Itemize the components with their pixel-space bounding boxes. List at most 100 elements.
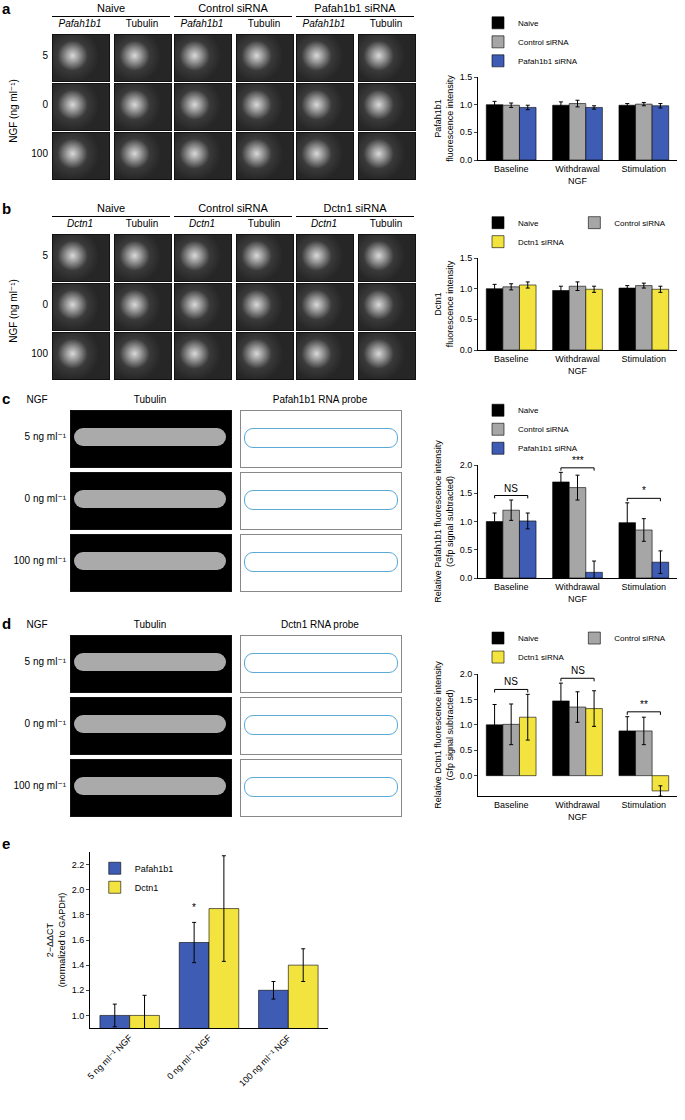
svg-text:Withdrawal: Withdrawal — [555, 800, 600, 810]
svg-text:Control siRNA: Control siRNA — [614, 219, 665, 228]
html-text:100 ng ml⁻¹: 100 ng ml⁻¹ — [13, 555, 66, 566]
html-text:100: 100 — [31, 148, 48, 159]
html-text:Tubulin: Tubulin — [369, 18, 403, 29]
html-text:Dctn1: Dctn1 — [66, 218, 94, 229]
svg-text:NS: NS — [571, 665, 585, 676]
svg-text:Dctn1fluorescence intensity: Dctn1fluorescence intensity — [433, 260, 455, 347]
html-text:Pafah1b1 RNA probe: Pafah1b1 RNA probe — [272, 394, 368, 405]
svg-text:Naive: Naive — [518, 19, 539, 28]
svg-text:Withdrawal: Withdrawal — [555, 354, 600, 364]
svg-text:2.0: 2.0 — [460, 460, 473, 470]
svg-text:1.0: 1.0 — [460, 284, 473, 294]
svg-text:Baseline: Baseline — [494, 800, 529, 810]
svg-text:Dctn1 siRNA: Dctn1 siRNA — [518, 238, 564, 247]
svg-text:1.8: 1.8 — [72, 910, 85, 920]
html-text:NGF: NGF — [26, 619, 48, 630]
html-text:Tubulin: Tubulin — [247, 18, 281, 29]
svg-text:Control siRNA: Control siRNA — [614, 634, 665, 643]
svg-text:1.0: 1.0 — [460, 517, 473, 527]
svg-text:**: ** — [640, 699, 648, 710]
svg-text:Pafah1b1 siRNA: Pafah1b1 siRNA — [518, 57, 578, 66]
html-text:100: 100 — [31, 348, 48, 359]
html-text:Dctn1: Dctn1 — [310, 218, 338, 229]
svg-text:1.2: 1.2 — [72, 985, 85, 995]
html-text:Pafah1b1: Pafah1b1 — [302, 18, 346, 29]
svg-text:Stimulation: Stimulation — [622, 582, 667, 592]
svg-text:5 ng ml⁻¹ NGF: 5 ng ml⁻¹ NGF — [86, 1032, 135, 1081]
svg-text:1.0: 1.0 — [72, 1011, 85, 1021]
svg-text:1.0: 1.0 — [460, 100, 473, 110]
html-text:5 ng ml⁻¹: 5 ng ml⁻¹ — [24, 431, 66, 442]
svg-text:0.5: 0.5 — [460, 545, 473, 555]
html-text:Pafah1b1 siRNA: Pafah1b1 siRNA — [314, 2, 396, 14]
svg-text:Relative Pafah1b1 fluorescence: Relative Pafah1b1 fluorescence intensity… — [433, 440, 455, 603]
html-text:NGF (ng ml⁻¹): NGF (ng ml⁻¹) — [8, 79, 19, 143]
svg-text:NGF: NGF — [568, 594, 588, 604]
svg-text:Control siRNA: Control siRNA — [518, 38, 569, 47]
html-text:Control siRNA: Control siRNA — [198, 202, 268, 214]
html-text:Tubulin: Tubulin — [125, 218, 159, 229]
svg-text:Pafah1b1 siRNA: Pafah1b1 siRNA — [518, 444, 578, 453]
svg-text:0.0: 0.0 — [460, 345, 473, 355]
svg-text:0.0: 0.0 — [460, 155, 473, 165]
svg-text:*: * — [192, 902, 196, 913]
svg-text:100 ng ml⁻¹ NGF: 100 ng ml⁻¹ NGF — [237, 1032, 293, 1088]
svg-text:1.5: 1.5 — [460, 488, 473, 498]
svg-text:0.5: 0.5 — [460, 127, 473, 137]
svg-text:0.0: 0.0 — [460, 573, 473, 583]
svg-text:Withdrawal: Withdrawal — [555, 164, 600, 174]
svg-text:1.0: 1.0 — [460, 720, 473, 730]
svg-text:1.4: 1.4 — [72, 960, 85, 970]
svg-text:NGF: NGF — [568, 366, 588, 376]
svg-text:Naive: Naive — [518, 219, 539, 228]
svg-text:2−ΔΔCT(normalized to GAPDH): 2−ΔΔCT(normalized to GAPDH) — [45, 893, 67, 988]
svg-text:NS: NS — [504, 676, 518, 687]
html-text:Tubulin: Tubulin — [133, 394, 167, 405]
html-text:NGF: NGF — [26, 394, 48, 405]
html-text:Naive: Naive — [96, 2, 126, 14]
svg-text:0.5: 0.5 — [460, 745, 473, 755]
svg-text:Dctn1: Dctn1 — [135, 883, 159, 893]
html-text:Tubulin: Tubulin — [133, 619, 167, 630]
svg-text:1.5: 1.5 — [460, 72, 473, 82]
svg-text:Stimulation: Stimulation — [622, 800, 667, 810]
svg-text:*: * — [642, 485, 646, 496]
html-text:Tubulin: Tubulin — [369, 218, 403, 229]
svg-text:1.6: 1.6 — [72, 935, 85, 945]
svg-text:NGF: NGF — [568, 176, 588, 186]
html-text:Dctn1: Dctn1 — [188, 218, 216, 229]
svg-text:0.0: 0.0 — [460, 771, 473, 781]
svg-text:2.2: 2.2 — [72, 860, 85, 870]
svg-text:Withdrawal: Withdrawal — [555, 582, 600, 592]
svg-text:Dctn1 siRNA: Dctn1 siRNA — [518, 653, 564, 662]
svg-text:Baseline: Baseline — [494, 164, 529, 174]
html-text:Dctn1 siRNA: Dctn1 siRNA — [323, 202, 387, 214]
svg-text:1.5: 1.5 — [460, 253, 473, 263]
svg-text:0 ng ml⁻¹ NGF: 0 ng ml⁻¹ NGF — [165, 1032, 214, 1081]
svg-text:NGF: NGF — [568, 812, 588, 822]
svg-text:***: *** — [572, 455, 584, 466]
html-text:Control siRNA: Control siRNA — [198, 2, 268, 14]
svg-text:Stimulation: Stimulation — [622, 354, 667, 364]
svg-text:Stimulation: Stimulation — [622, 164, 667, 174]
html-text:Pafah1b1: Pafah1b1 — [58, 18, 102, 29]
svg-text:Naive: Naive — [518, 634, 539, 643]
svg-text:Pafah1b1: Pafah1b1 — [135, 864, 174, 874]
svg-text:Naive: Naive — [518, 406, 539, 415]
html-text:Pafah1b1: Pafah1b1 — [180, 18, 224, 29]
html-text:0 ng ml⁻¹: 0 ng ml⁻¹ — [24, 493, 66, 504]
svg-text:2.0: 2.0 — [72, 885, 85, 895]
svg-text:NS: NS — [504, 483, 518, 494]
svg-text:0.5: 0.5 — [460, 314, 473, 324]
svg-text:1.5: 1.5 — [460, 695, 473, 705]
html-text:Naive: Naive — [96, 202, 126, 214]
svg-text:Baseline: Baseline — [494, 582, 529, 592]
html-text:NGF (ng ml⁻¹): NGF (ng ml⁻¹) — [8, 279, 19, 343]
svg-text:Control siRNA: Control siRNA — [518, 425, 569, 434]
svg-text:Pafah1b1fluorescence intensity: Pafah1b1fluorescence intensity — [433, 75, 455, 162]
svg-text:2.0: 2.0 — [460, 669, 473, 679]
svg-text:Relative Dctn1 fluorescence in: Relative Dctn1 fluorescence intensity(Gf… — [433, 661, 455, 809]
html-text:Tubulin: Tubulin — [247, 218, 281, 229]
html-text:Tubulin: Tubulin — [125, 18, 159, 29]
svg-text:Baseline: Baseline — [494, 354, 529, 364]
